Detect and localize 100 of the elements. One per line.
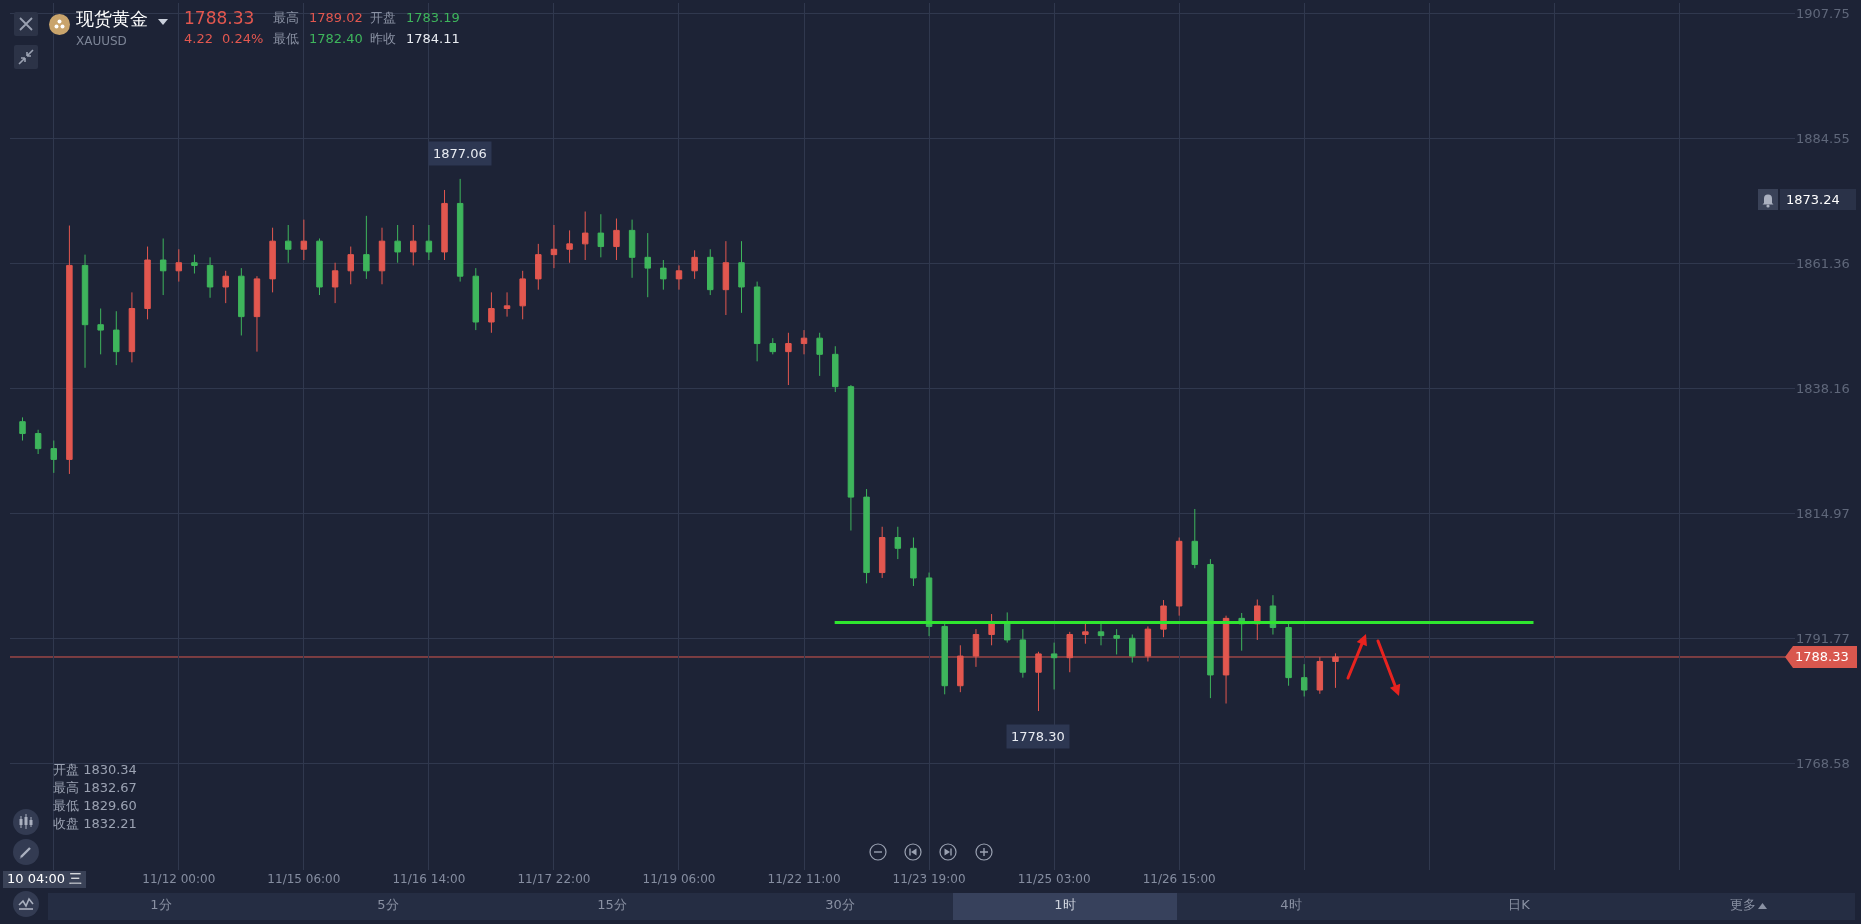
- x-tick-label: 11/19 06:00: [642, 872, 716, 886]
- text: 4时: [1280, 897, 1302, 913]
- candlestick: [1175, 537, 1183, 617]
- text: 30分: [825, 897, 855, 913]
- x-tick-label: 11/22 11:00: [767, 872, 841, 886]
- candlestick: [550, 224, 558, 269]
- y-tick-label: 1884.55: [1796, 131, 1850, 147]
- annotation: 1789.02: [309, 10, 363, 26]
- candlestick: [50, 440, 57, 474]
- x-tick-label: 11/12 00:00: [142, 872, 216, 886]
- candlestick: [66, 225, 73, 475]
- x-tick-label: 11/25 03:00: [1017, 872, 1091, 886]
- candlestick: [253, 275, 261, 353]
- candlestick: [1050, 642, 1058, 690]
- candlestick: [1191, 508, 1199, 569]
- candlestick: [1082, 623, 1089, 645]
- candlestick: [128, 291, 136, 363]
- text: 更多: [1730, 897, 1756, 913]
- annotation: 最低 1829.60: [53, 798, 137, 814]
- candlestick: [363, 215, 370, 280]
- candlestick: [378, 227, 386, 285]
- candlestick: [410, 224, 417, 266]
- x-tick-label: 11/16 14:00: [392, 872, 466, 886]
- text: 日K: [1508, 897, 1530, 913]
- candlestick: [159, 237, 167, 296]
- text: 10 04:00 三: [3, 871, 87, 888]
- annotation: 最高: [273, 10, 299, 26]
- annotation: 1788.33: [184, 8, 255, 29]
- candlestick: [81, 254, 89, 369]
- annotation: 开盘: [370, 10, 396, 26]
- candlestick: [1207, 558, 1214, 699]
- candlestick: [566, 229, 573, 264]
- candlestick: [675, 264, 683, 291]
- candlestick: [191, 254, 198, 274]
- candlestick: [269, 227, 276, 293]
- candlestick: [816, 332, 823, 377]
- candlestick: [894, 526, 902, 560]
- candlestick: [988, 613, 995, 646]
- candlestick: [863, 488, 870, 584]
- x-tick-label: 11/15 06:00: [267, 872, 341, 886]
- candlestick: [613, 218, 620, 261]
- candlestick: [394, 224, 401, 264]
- candlestick: [144, 246, 151, 320]
- candlestick: [910, 537, 917, 587]
- candlestick: [707, 248, 714, 296]
- chart-title: 现货黄金: [76, 8, 148, 30]
- annotation: 收盘 1832.21: [53, 816, 137, 832]
- text: 1时: [1054, 897, 1076, 913]
- candlestick: [644, 232, 651, 298]
- candlestick: [316, 237, 323, 296]
- candlestick: [628, 219, 636, 279]
- candlestick: [503, 291, 511, 318]
- candlestick: [238, 267, 245, 336]
- candlestick: [878, 526, 886, 579]
- candlestick: [1003, 611, 1011, 644]
- candlestick: [331, 262, 339, 304]
- candlestick: [941, 623, 948, 695]
- candlestick: [347, 246, 354, 285]
- annotation: 1778.30: [1011, 729, 1065, 744]
- text: 15分: [597, 897, 627, 913]
- text: 5分: [377, 897, 399, 913]
- y-tick-label: 1907.75: [1796, 6, 1850, 22]
- candlestick: [832, 345, 839, 393]
- ref-line-label: 1788.33: [1785, 646, 1857, 668]
- candlestick: [785, 332, 792, 386]
- candlestick: [175, 248, 183, 283]
- candlestick: [300, 219, 308, 261]
- candlestick: [800, 329, 808, 355]
- x-tick-label: 11/17 22:00: [517, 872, 591, 886]
- candlestick: [581, 211, 589, 261]
- candlestick: [1285, 623, 1292, 687]
- candlestick: [1113, 628, 1120, 655]
- candlestick: [1097, 622, 1105, 646]
- candlestick: [456, 178, 464, 283]
- y-tick-label: 1814.97: [1796, 506, 1850, 521]
- x-tick-label: 11/23 19:00: [892, 872, 966, 886]
- candlestick: [535, 243, 542, 291]
- y-tick-label: 1791.77: [1796, 631, 1850, 647]
- x-tick-label: 11/26 15:00: [1142, 872, 1216, 886]
- annotation: 最低: [273, 31, 299, 47]
- text: 1分: [150, 897, 172, 913]
- annotation: 昨收: [370, 31, 396, 47]
- candlestick: [97, 308, 104, 355]
- candlestick: [1129, 634, 1136, 664]
- candlestick: [206, 256, 214, 299]
- annotation: 最高 1832.67: [53, 780, 137, 796]
- candlestick: [472, 267, 480, 331]
- candlestick: [1019, 628, 1027, 679]
- annotation: 1873.24: [1780, 189, 1856, 210]
- candlestick: [1300, 663, 1308, 697]
- annotation: 0.24%: [222, 31, 264, 47]
- candlestick: [691, 249, 698, 280]
- candlestick: [34, 429, 42, 455]
- annotation: 1877.06: [433, 146, 487, 161]
- candlestick: [722, 240, 730, 316]
- candlestick: [753, 281, 761, 362]
- annotation: 1783.19: [406, 10, 460, 26]
- y-tick-label: 1861.36: [1796, 256, 1850, 272]
- annotation: 开盘 1830.34: [53, 762, 137, 778]
- candlestick: [519, 270, 526, 320]
